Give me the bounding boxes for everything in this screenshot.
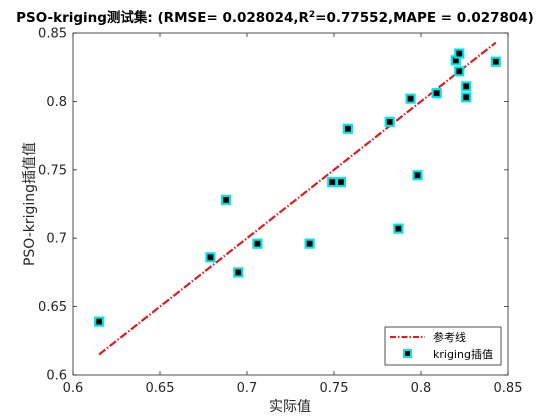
plot-frame [72, 32, 509, 376]
scatter-point [335, 177, 347, 188]
scatter-point [233, 267, 244, 278]
legend-box [384, 326, 502, 366]
x-tick-label: 0.7 [237, 381, 258, 396]
scatter-point [454, 48, 465, 59]
x-tick-label: 0.65 [146, 381, 175, 396]
y-axis-label: PSO-kriging插值值 [22, 142, 38, 266]
reference-line-layer [98, 41, 497, 356]
legend-label-kriging: kriging插值 [433, 347, 493, 361]
scatter-point [93, 316, 105, 327]
y-tick-label: 0.75 [38, 163, 67, 178]
scatter-point [327, 177, 338, 188]
scatter-point [490, 56, 501, 67]
reference-line [98, 41, 497, 356]
x-tick-label: 0.85 [494, 381, 523, 396]
y-tick-label: 0.7 [46, 232, 67, 247]
scatter-point [431, 88, 442, 99]
y-tick-label: 0.8 [46, 95, 67, 110]
scatter-point [405, 93, 416, 104]
chart-title: PSO-kriging测试集: (RMSE= 0.028024,R2=0.775… [16, 9, 534, 26]
y-tick-label: 0.65 [38, 300, 67, 315]
legend-marker-swatch [403, 349, 412, 358]
scatter-point [461, 92, 472, 103]
scatter-point [304, 238, 315, 249]
scatter-point [384, 116, 395, 128]
scatter-point [252, 238, 263, 249]
scatter-point [461, 81, 472, 92]
scatter-point [454, 66, 465, 77]
scatter-points-layer [93, 48, 501, 327]
scatter-point [342, 123, 354, 134]
scatter-point [393, 223, 404, 234]
legend: 参考线 kriging插值 [384, 326, 502, 366]
scatter-point [205, 252, 216, 263]
axis-ticks: 0.6 0.65 0.7 0.75 0.8 0.85 0.6 0.65 0.7 0.75 0.8 0.… [38, 27, 522, 397]
x-axis-label: 实际值 [269, 399, 311, 415]
x-tick-label: 0.8 [411, 381, 432, 396]
y-tick-label: 0.6 [46, 369, 67, 384]
y-tick-label: 0.85 [38, 27, 67, 42]
scatter-point [412, 170, 423, 181]
x-tick-label: 0.75 [320, 381, 349, 396]
x-tick-label: 0.6 [63, 381, 84, 396]
legend-label-reference: 参考线 [433, 330, 466, 344]
scatter-point [221, 194, 232, 205]
